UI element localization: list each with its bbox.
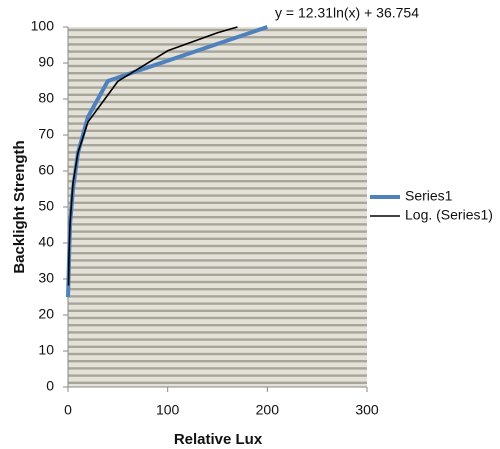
x-tick-label: 0 (64, 402, 72, 418)
y-tick-label: 10 (38, 342, 54, 358)
x-tick-label: 300 (355, 402, 379, 418)
y-tick-label: 70 (38, 126, 54, 142)
y-tick-label: 80 (38, 90, 54, 106)
legend-label: Log. (Series1) (405, 207, 493, 223)
y-tick-label: 50 (38, 198, 54, 214)
x-tick-label: 200 (256, 402, 280, 418)
y-tick-label: 0 (46, 378, 54, 394)
y-tick-label: 90 (38, 54, 54, 70)
x-tick-label: 100 (156, 402, 180, 418)
y-tick-label: 30 (38, 270, 54, 286)
legend-label: Series1 (405, 188, 453, 204)
y-tick-label: 60 (38, 162, 54, 178)
x-axis-title: Relative Lux (174, 431, 263, 448)
y-tick-label: 40 (38, 234, 54, 250)
y-axis-title: Backlight Strength (11, 140, 28, 273)
y-tick-label: 100 (31, 18, 55, 34)
series-line (67, 26, 238, 286)
y-tick-label: 20 (38, 306, 54, 322)
equation: y = 12.31ln(x) + 36.754 (275, 5, 419, 21)
plot-area (68, 27, 367, 387)
